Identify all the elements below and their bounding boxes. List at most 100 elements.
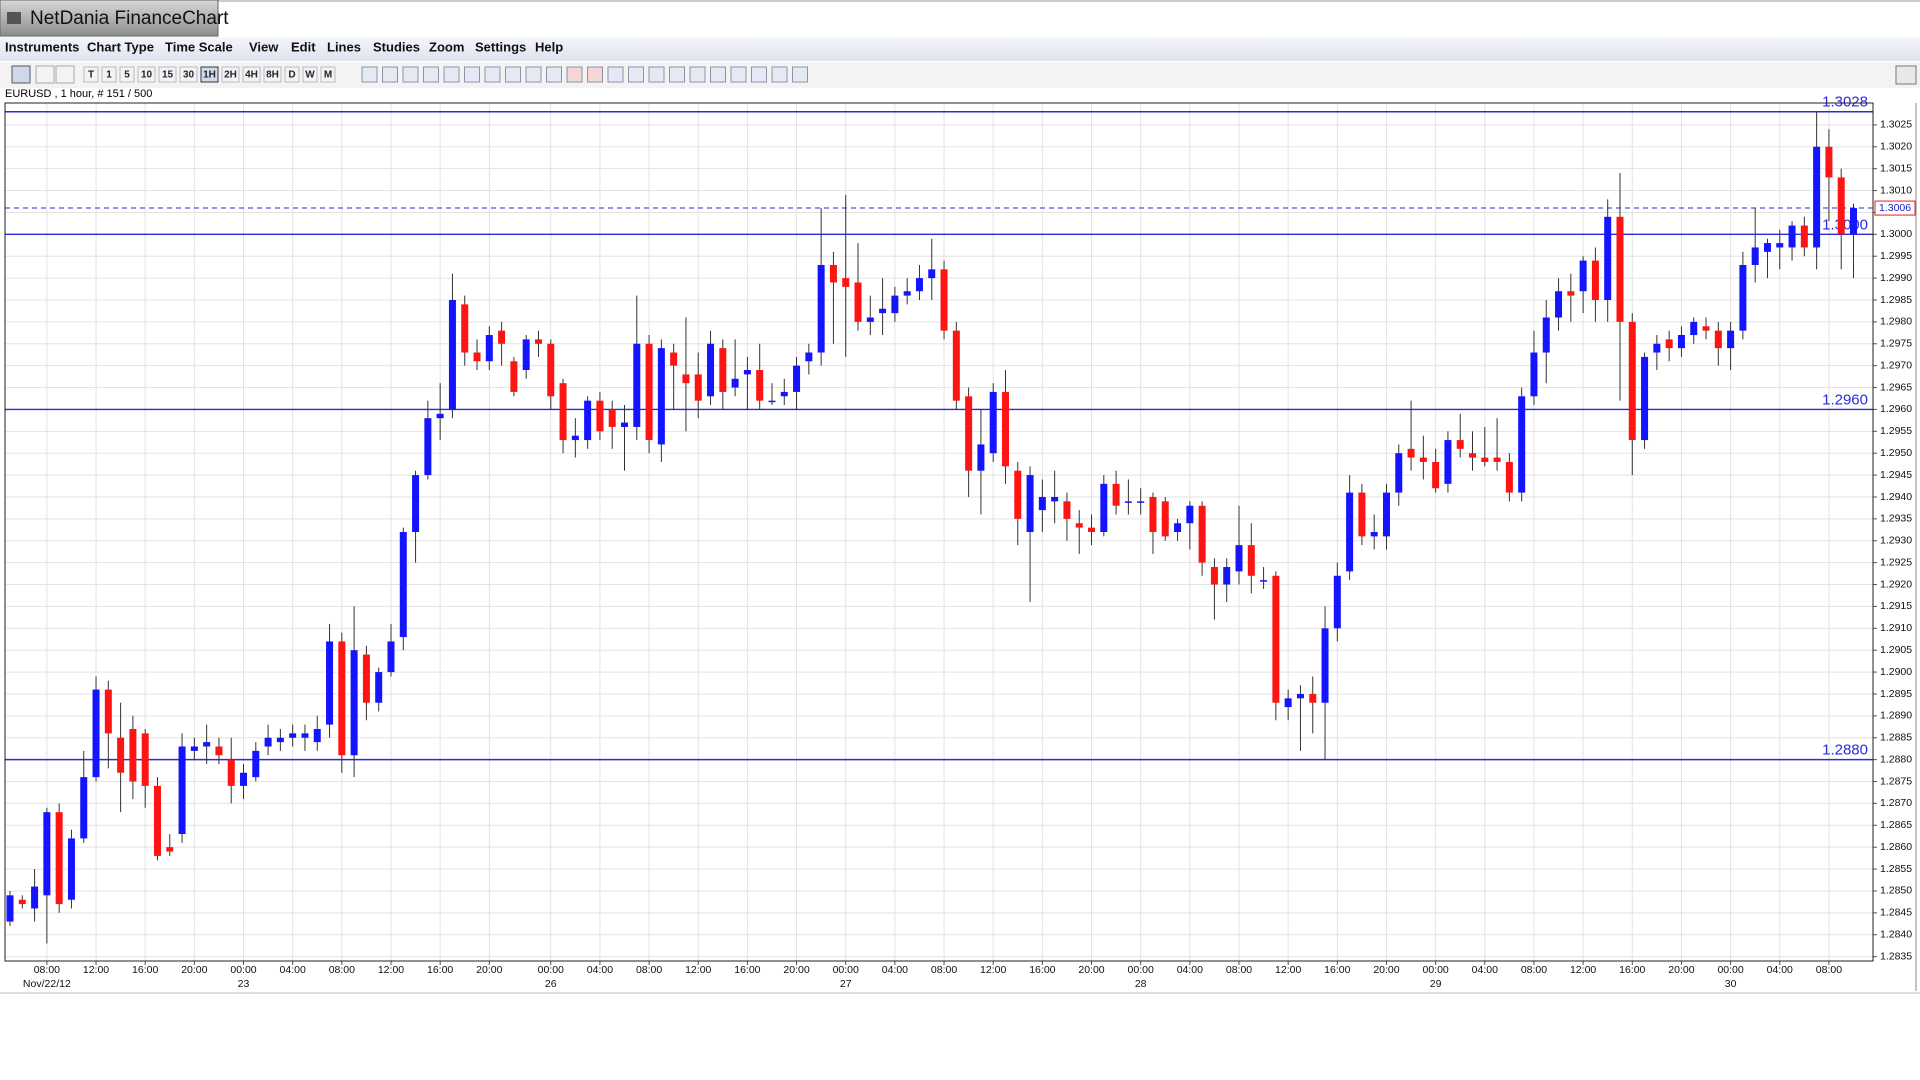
tool-icon[interactable] [587, 66, 603, 83]
timeframe-button[interactable] [119, 66, 135, 83]
candle-body [1542, 317, 1550, 353]
candle-body [473, 352, 481, 362]
candle-body [387, 641, 395, 673]
menu-item[interactable]: Lines [327, 39, 361, 54]
menu-item[interactable]: Help [535, 39, 563, 54]
timeframe-label[interactable]: 1H [203, 70, 216, 81]
timeframe-label[interactable]: 8H [266, 70, 279, 81]
tool-icon[interactable] [55, 65, 75, 84]
y-tick-label: 1.2905 [1880, 644, 1912, 656]
tool-icon[interactable] [484, 66, 501, 83]
menu-item[interactable]: Time Scale [165, 39, 233, 54]
y-tick-label: 1.2985 [1880, 294, 1912, 306]
timeframe-label[interactable]: 5 [124, 70, 130, 81]
panel-button[interactable] [1895, 65, 1917, 85]
candle-body [866, 317, 874, 322]
timeframe-label[interactable]: 10 [141, 70, 153, 81]
x-date-label: 28 [1135, 978, 1147, 990]
y-tick-label: 1.2955 [1880, 425, 1912, 437]
timeframe-button[interactable] [320, 66, 336, 83]
candle-body [1419, 457, 1427, 462]
timeframe-label[interactable]: 2H [224, 70, 237, 81]
x-tick-label: 20:00 [181, 964, 207, 976]
title-tab [0, 0, 219, 37]
tool-icon[interactable] [669, 66, 685, 83]
x-tick-label: 08:00 [1816, 964, 1842, 976]
tool-icon[interactable] [648, 66, 665, 83]
timeframe-button[interactable] [158, 66, 177, 83]
candle-body [1555, 291, 1563, 318]
tool-icon[interactable] [525, 66, 542, 83]
y-tick-label: 1.2970 [1880, 359, 1912, 371]
timeframe-label[interactable]: 1 [106, 70, 112, 81]
tool-icon[interactable] [361, 66, 378, 83]
candle-body [1751, 247, 1759, 265]
candle-body [301, 733, 309, 738]
timeframe-label[interactable]: 30 [183, 70, 195, 81]
menu-item[interactable]: Chart Type [87, 39, 154, 54]
menu-item[interactable]: View [249, 39, 279, 54]
timeframe-button[interactable] [242, 66, 261, 83]
y-tick-label: 1.2980 [1880, 316, 1912, 328]
candle-body [1014, 470, 1022, 519]
timeframe-label[interactable]: 15 [162, 70, 174, 81]
tool-icon[interactable] [628, 66, 644, 83]
candle-body [1186, 505, 1194, 524]
timeframe-label[interactable]: W [305, 70, 315, 81]
candle-body [362, 654, 370, 703]
tool-icon[interactable] [751, 66, 767, 83]
candle-body [80, 777, 88, 839]
x-tick-label: 16:00 [1619, 964, 1645, 976]
candle-body [338, 641, 346, 756]
timeframe-button[interactable] [83, 66, 99, 83]
x-tick-label: 20:00 [1668, 964, 1694, 976]
y-tick-label: 1.2840 [1880, 929, 1912, 941]
tool-icon[interactable] [730, 66, 747, 83]
timeframe-label[interactable]: M [324, 70, 332, 81]
timeframe-button[interactable] [284, 66, 300, 83]
tool-icon[interactable] [792, 66, 808, 83]
menu-item[interactable]: Edit [291, 39, 316, 54]
timeframe-label[interactable]: D [288, 70, 295, 81]
timeframe-button[interactable] [200, 66, 219, 83]
tool-icon[interactable] [505, 66, 521, 83]
tool-icon[interactable] [464, 66, 480, 83]
candle-body [510, 361, 518, 392]
candle-body [1579, 260, 1587, 292]
x-date-label: 29 [1430, 978, 1442, 990]
tool-icon[interactable] [382, 66, 398, 83]
timeframe-button[interactable] [101, 66, 117, 83]
tool-icon[interactable] [402, 66, 419, 83]
tool-icon[interactable] [546, 66, 562, 83]
timeframe-button[interactable] [179, 66, 198, 83]
tool-icon[interactable] [35, 65, 55, 84]
timeframe-button[interactable] [221, 66, 240, 83]
candle-body [1321, 628, 1329, 703]
menu-item[interactable]: Zoom [429, 39, 464, 54]
y-tick-label: 1.2950 [1880, 447, 1912, 459]
timeframe-label[interactable]: T [88, 70, 94, 81]
timeframe-button[interactable] [263, 66, 282, 83]
timeframe-button[interactable] [302, 66, 318, 83]
tool-icon[interactable] [771, 66, 788, 83]
candle-body [190, 746, 198, 751]
tool-icon[interactable] [11, 65, 31, 84]
menu-item[interactable]: Studies [373, 39, 420, 54]
x-tick-label: 08:00 [931, 964, 957, 976]
level-label: 1.2960 [1822, 391, 1868, 408]
candle-body [1567, 291, 1575, 296]
level-label: 1.3028 [1822, 94, 1868, 111]
menu-item[interactable]: Instruments [5, 39, 79, 54]
candle-body [43, 812, 51, 896]
tool-icon[interactable] [689, 66, 706, 83]
tool-icon[interactable] [607, 66, 624, 83]
timeframe-button[interactable] [137, 66, 156, 83]
menu-item[interactable]: Settings [475, 39, 526, 54]
candle-body [879, 308, 887, 314]
tool-icon[interactable] [710, 66, 726, 83]
tool-icon[interactable] [566, 66, 583, 83]
x-tick-label: 08:00 [636, 964, 662, 976]
tool-icon[interactable] [443, 66, 460, 83]
tool-icon[interactable] [423, 66, 439, 83]
timeframe-label[interactable]: 4H [245, 70, 258, 81]
